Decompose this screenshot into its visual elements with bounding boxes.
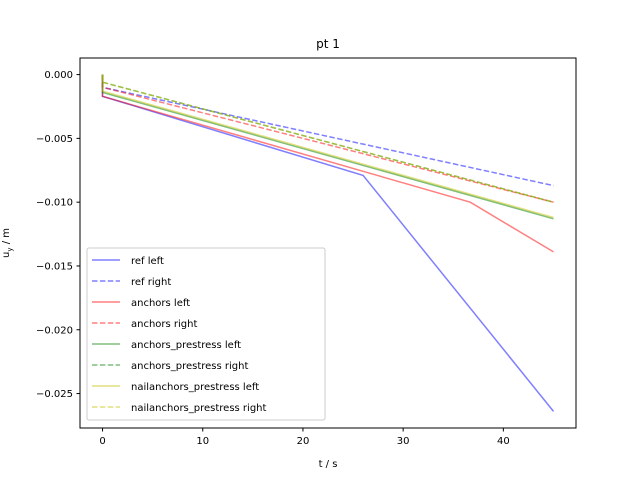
x-tick-label: 30 bbox=[397, 436, 410, 447]
x-tick-label: 20 bbox=[297, 436, 310, 447]
y-tick-label: −0.025 bbox=[36, 389, 73, 400]
legend-label: anchors right bbox=[131, 319, 197, 330]
y-tick-label: −0.010 bbox=[36, 198, 73, 209]
axes-frame bbox=[79, 57, 577, 429]
legend-label: anchors left bbox=[131, 298, 190, 309]
x-axis: 0 10 20 30 40 bbox=[99, 428, 510, 447]
series-line-6 bbox=[101, 74, 554, 219]
y-axis-label: uy / m bbox=[1, 228, 14, 258]
x-tick-label: 0 bbox=[99, 436, 105, 447]
legend: ref left ref right anchors left anchors rig… bbox=[86, 247, 326, 421]
y-axis: 0.000 −0.005 −0.010 −0.015 −0.020 −0.025 bbox=[36, 70, 80, 400]
chart-title: pt 1 bbox=[316, 37, 340, 51]
legend-label: nailanchors_prestress left bbox=[131, 382, 259, 393]
legend-label: nailanchors_prestress right bbox=[131, 403, 267, 414]
legend-label: anchors_prestress left bbox=[131, 340, 241, 351]
x-tick-label: 40 bbox=[497, 436, 510, 447]
legend-label: anchors_prestress right bbox=[131, 361, 248, 372]
x-axis-label: t / s bbox=[319, 459, 338, 470]
legend-label: ref left bbox=[131, 256, 164, 267]
x-tick-label: 10 bbox=[196, 436, 209, 447]
y-tick-label: 0.000 bbox=[44, 70, 73, 81]
legend-box bbox=[86, 247, 326, 421]
y-tick-label: −0.015 bbox=[36, 261, 73, 272]
y-tick-label: −0.020 bbox=[36, 325, 73, 336]
y-tick-label: −0.005 bbox=[36, 134, 73, 145]
legend-label: ref right bbox=[131, 277, 171, 288]
plot-area bbox=[101, 74, 555, 412]
series-line-7 bbox=[101, 74, 554, 203]
